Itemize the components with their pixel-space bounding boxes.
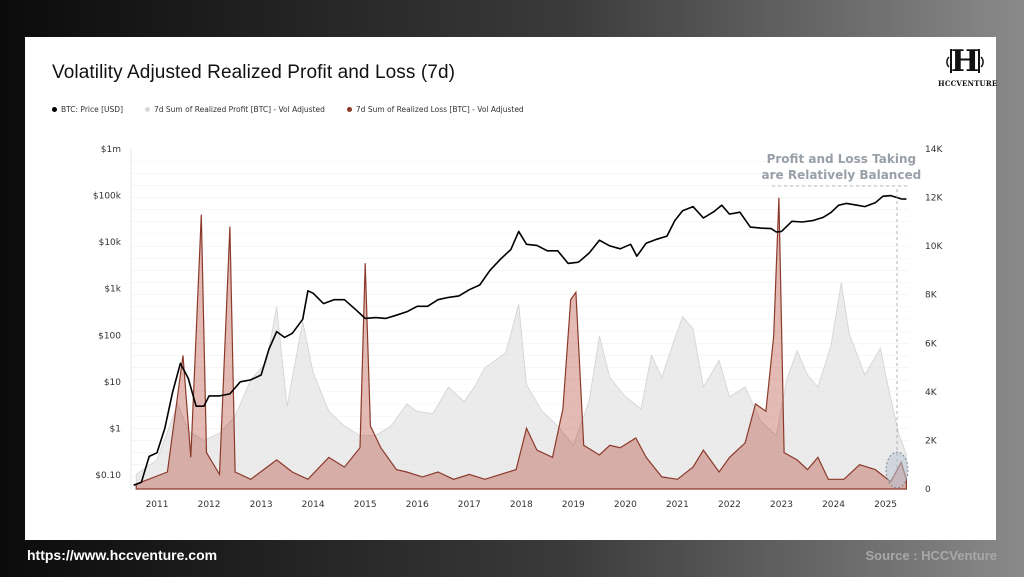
x-tick-label: 2023 xyxy=(770,500,793,510)
chart-legend: BTC: Price [USD] 7d Sum of Realized Prof… xyxy=(52,105,524,114)
x-tick-label: 2025 xyxy=(874,500,897,510)
x-tick-label: 2016 xyxy=(406,500,429,510)
y-left-tick-label: $1k xyxy=(104,285,121,295)
y-right-tick-label: 8K xyxy=(925,291,938,301)
x-tick-label: 2022 xyxy=(718,500,741,510)
legend-label-loss: 7d Sum of Realized Loss [BTC] - Vol Adju… xyxy=(355,105,524,114)
footer-source: Source : HCCVenture xyxy=(865,548,997,563)
y-right-tick-label: 12K xyxy=(925,194,943,204)
legend-item-price: BTC: Price [USD] xyxy=(52,105,123,114)
legend-item-loss: 7d Sum of Realized Loss [BTC] - Vol Adju… xyxy=(346,105,524,114)
x-tick-label: 2021 xyxy=(666,500,689,510)
y-left-tick-label: $0.10 xyxy=(95,471,121,481)
logo-text: HCCVENTURE xyxy=(938,79,998,88)
y-right-tick-label: 10K xyxy=(925,242,943,252)
hccventure-logo-icon: H xyxy=(946,44,984,79)
x-tick-label: 2019 xyxy=(562,500,585,510)
legend-label-price: BTC: Price [USD] xyxy=(61,105,123,114)
footer-website-link[interactable]: https://www.hccventure.com xyxy=(27,547,218,563)
legend-swatch-loss xyxy=(346,107,352,112)
y-right-tick-label: 4K xyxy=(925,388,938,398)
legend-swatch-profit xyxy=(145,107,150,112)
chart-title: Volatility Adjusted Realized Profit and … xyxy=(52,62,456,83)
legend-label-profit: 7d Sum of Realized Profit [BTC] - Vol Ad… xyxy=(154,105,325,114)
x-tick-label: 2020 xyxy=(614,500,637,510)
annotation-line-1: Profit and Loss Taking xyxy=(767,152,917,166)
x-tick-label: 2013 xyxy=(250,500,273,510)
x-tick-label: 2024 xyxy=(822,500,845,510)
profit-series-area xyxy=(135,282,907,490)
y-left-tick-label: $1 xyxy=(110,424,121,434)
svg-text:H: H xyxy=(951,44,979,79)
annotation-line-2: are Relatively Balanced xyxy=(762,168,922,182)
y-left-tick-label: $10k xyxy=(99,238,122,248)
x-tick-label: 2018 xyxy=(510,500,533,510)
y-right-tick-label: 14K xyxy=(925,145,943,155)
y-left-tick-label: $1m xyxy=(101,145,121,155)
y-right-tick-label: 0 xyxy=(925,485,931,495)
x-tick-label: 2014 xyxy=(302,500,325,510)
legend-swatch-price xyxy=(52,107,57,112)
chart-card: Volatility Adjusted Realized Profit and … xyxy=(25,37,998,540)
x-tick-label: 2015 xyxy=(354,500,377,510)
chart-plot: $0.10 $1 $10 $100 $1k $10k $100k $1m 0 2K 4K 6K 8K 10… xyxy=(93,145,944,510)
price-series-line xyxy=(133,194,907,487)
annotation-highlight-ellipse xyxy=(885,451,909,489)
y-right-tick-label: 2K xyxy=(925,436,938,446)
y-right-tick-label: 6K xyxy=(925,339,938,349)
legend-item-profit: 7d Sum of Realized Profit [BTC] - Vol Ad… xyxy=(145,105,325,114)
y-left-tick-label: $100k xyxy=(93,192,122,202)
y-left-tick-label: $10 xyxy=(104,378,121,388)
x-tick-label: 2012 xyxy=(198,500,221,510)
y-left-tick-label: $100 xyxy=(98,331,121,341)
x-tick-label: 2017 xyxy=(458,500,481,510)
x-tick-label: 2011 xyxy=(146,500,169,510)
loss-series-area xyxy=(135,197,907,490)
